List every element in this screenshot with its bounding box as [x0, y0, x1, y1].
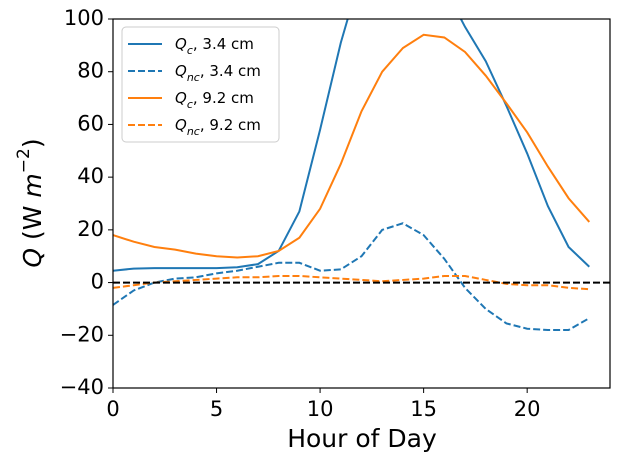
legend-label: Qc, 3.4 cm: [175, 35, 254, 57]
x-tick-label: 15: [410, 397, 437, 421]
y-tick-label: 20: [77, 217, 104, 241]
y-tick-label: 0: [91, 270, 104, 294]
x-tick-label: 20: [514, 397, 541, 421]
series-line: [113, 33, 591, 259]
legend-label: Qc, 9.2 cm: [175, 89, 254, 111]
series-line: [113, 19, 590, 272]
plot-area: [113, 19, 610, 332]
y-axis-label: Q (W m−2): [14, 138, 47, 267]
x-tick-label: 10: [307, 397, 334, 421]
legend-label: Qnc, 9.2 cm: [175, 116, 261, 138]
series-line: [113, 222, 590, 332]
y-tick-label: 80: [77, 59, 104, 83]
legend-label: Qnc, 3.4 cm: [175, 62, 261, 84]
y-tick-label: 40: [77, 164, 104, 188]
x-tick-label: 5: [210, 397, 223, 421]
x-tick-label: 0: [106, 397, 119, 421]
x-axis-label: Hour of Day: [287, 424, 437, 453]
y-tick-label: 60: [77, 111, 104, 135]
y-tick-label: 100: [64, 6, 104, 30]
axes-frame: [112, 18, 611, 389]
y-tick-label: −20: [60, 322, 104, 346]
y-tick-label: −40: [60, 375, 104, 399]
legend-box: [121, 26, 280, 143]
